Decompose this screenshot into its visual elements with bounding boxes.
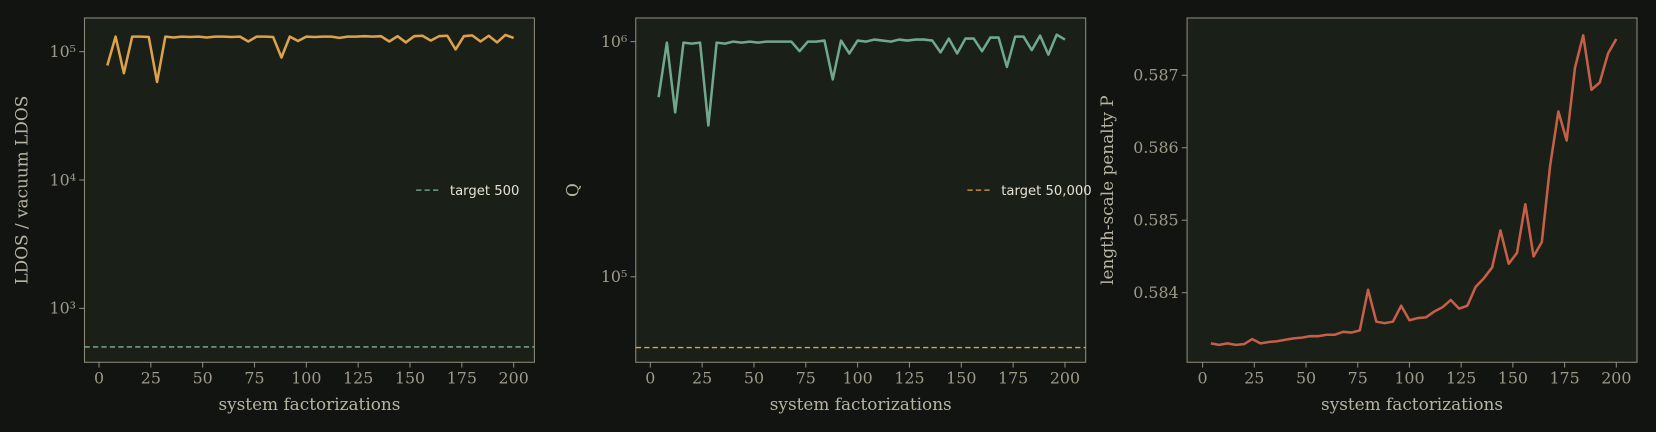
x-tick-label: 125	[1446, 368, 1476, 387]
x-tick-label: 75	[244, 368, 264, 387]
x-tick-label: 25	[141, 368, 161, 387]
x-tick-label: 50	[744, 368, 764, 387]
y-tick-label: 10³	[50, 299, 77, 318]
y-tick-label: 0.584	[1133, 283, 1178, 302]
plot-area	[1186, 17, 1638, 363]
data-line	[657, 33, 1066, 127]
x-tick-label: 175	[998, 368, 1028, 387]
y-axis-label: LDOS / vacuum LDOS	[11, 96, 31, 285]
x-tick-label: 0	[645, 368, 655, 387]
y-tick-label: 10⁴	[50, 170, 77, 189]
x-tick-label: 0	[94, 368, 104, 387]
x-axis-label: system factorizations	[770, 394, 952, 414]
x-tick-label: 125	[894, 368, 924, 387]
y-axis-label: Q	[563, 183, 583, 197]
x-tick-label: 150	[1498, 368, 1528, 387]
x-tick-label: 75	[796, 368, 816, 387]
x-tick-label: 75	[1348, 368, 1368, 387]
x-axis-label: system factorizations	[218, 394, 400, 414]
x-tick-label: 200	[1601, 368, 1631, 387]
x-tick-label: 125	[343, 368, 373, 387]
x-tick-label: 150	[946, 368, 976, 387]
legend-label: target 50,000	[1001, 184, 1091, 199]
y-tick-label: 0.587	[1133, 66, 1178, 85]
x-tick-label: 100	[1394, 368, 1424, 387]
x-tick-label: 25	[1244, 368, 1264, 387]
y-axis-label: length-scale penalty P	[1097, 95, 1117, 284]
x-tick-label: 200	[1050, 368, 1080, 387]
y-tick-label: 0.585	[1133, 210, 1178, 229]
legend-label: target 500	[450, 184, 519, 199]
data-line	[106, 33, 515, 84]
x-tick-label: 200	[499, 368, 529, 387]
x-tick-label: 100	[843, 368, 873, 387]
y-tick-label: 10⁵	[601, 267, 628, 286]
x-tick-label: 100	[291, 368, 321, 387]
x-tick-label: 25	[692, 368, 712, 387]
x-tick-label: 150	[395, 368, 425, 387]
x-tick-label: 175	[447, 368, 477, 387]
y-tick-label: 0.586	[1133, 138, 1178, 157]
x-tick-label: 50	[193, 368, 213, 387]
x-axis-label: system factorizations	[1321, 394, 1503, 414]
x-tick-label: 175	[1549, 368, 1579, 387]
x-tick-label: 0	[1198, 368, 1208, 387]
y-tick-label: 10⁵	[50, 42, 77, 61]
x-tick-label: 50	[1296, 368, 1316, 387]
y-tick-label: 10⁶	[601, 32, 628, 51]
plot-area	[635, 17, 1087, 363]
data-line	[1210, 34, 1618, 347]
